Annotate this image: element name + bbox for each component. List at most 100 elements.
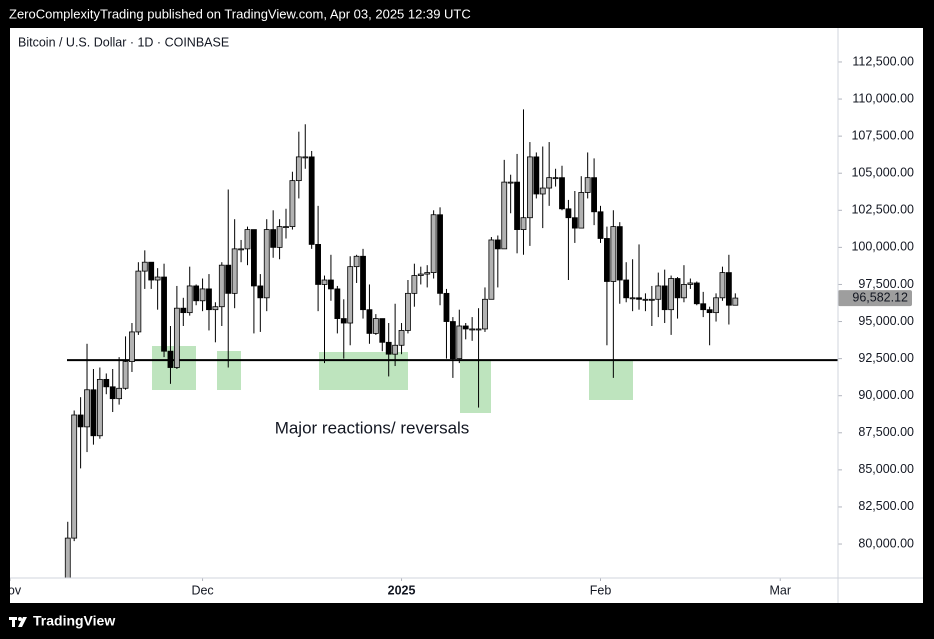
x-tick-label: 2025	[388, 583, 416, 597]
y-tick-label: 102,500.00	[851, 203, 914, 217]
candle-body	[533, 156, 540, 195]
logo-part	[18, 617, 22, 621]
x-tick-label: Feb	[590, 583, 612, 597]
candle-body	[552, 177, 559, 180]
candle-body	[668, 278, 675, 311]
candle-body	[148, 261, 155, 281]
candle-body	[648, 298, 655, 301]
y-tick-label: 97,500.00	[858, 277, 914, 291]
candle-body	[456, 325, 463, 360]
candle-body	[507, 181, 514, 184]
candle-body	[109, 386, 116, 400]
zone	[217, 351, 241, 390]
candle-body	[379, 318, 386, 343]
candle-body	[334, 288, 341, 319]
candle-body	[64, 537, 71, 578]
y-tick-label: 100,000.00	[851, 240, 914, 254]
candle-body	[655, 285, 662, 300]
candle-body	[96, 378, 103, 437]
candle-body	[270, 229, 277, 248]
zone	[589, 360, 633, 400]
candle-body	[231, 248, 238, 294]
candle-body	[443, 292, 450, 322]
candle-body	[449, 321, 456, 360]
plot	[64, 109, 838, 578]
candle-body	[610, 226, 617, 282]
candle-body	[725, 272, 732, 306]
candle-body	[693, 282, 700, 305]
candle-body	[501, 181, 508, 250]
y-tick-label: 85,000.00	[858, 462, 914, 476]
candle-body	[616, 226, 623, 281]
candle-body	[154, 276, 161, 281]
candle-body	[475, 328, 482, 331]
candle-body	[193, 285, 200, 302]
candle-body	[251, 229, 257, 287]
candle-body	[340, 318, 347, 324]
candle-body	[681, 284, 687, 299]
candle-body	[488, 239, 495, 300]
y-tick-label: 110,000.00	[852, 91, 914, 105]
candle-body	[520, 217, 527, 230]
chart-panel	[10, 28, 923, 603]
candle-body	[411, 275, 418, 294]
candle-body	[687, 282, 694, 285]
candle-body	[539, 187, 546, 195]
candle-body	[719, 272, 726, 299]
y-tick-label: 95,000.00	[858, 314, 914, 328]
candle-body	[167, 350, 174, 368]
candle-body	[546, 177, 553, 189]
candle-body	[417, 273, 424, 276]
candle-body	[122, 361, 129, 389]
y-tick-label: 112,500.00	[852, 54, 914, 68]
price-axis: 80,000.00 82,500.00 85,000.00 87,500.00 90,0…	[838, 54, 914, 550]
candle-body	[161, 276, 167, 352]
candle-body	[302, 156, 309, 159]
zone	[460, 360, 491, 413]
candle-body	[527, 156, 533, 219]
candle-body	[360, 255, 366, 311]
candle-body	[238, 248, 244, 251]
candle-body	[77, 414, 84, 428]
candle-body	[71, 414, 78, 539]
y-tick-label: 107,500.00	[851, 128, 914, 142]
candle-body	[430, 214, 437, 273]
candle-body	[135, 270, 142, 333]
candle-body	[225, 264, 232, 294]
logo-part	[18, 617, 27, 627]
candle-body	[263, 229, 270, 299]
y-tick-label: 87,500.00	[858, 425, 914, 439]
candle-body	[173, 307, 180, 368]
footer-brand: TradingView	[33, 613, 115, 629]
candle-body	[199, 288, 206, 302]
candle-body	[565, 208, 572, 219]
candle-body	[623, 279, 630, 299]
candle-body	[405, 292, 411, 331]
candle-body	[713, 297, 719, 314]
candle-body	[674, 278, 681, 299]
candle-body	[385, 341, 392, 355]
candle-body	[321, 279, 328, 285]
candle-body	[424, 272, 431, 275]
candle-body	[116, 387, 123, 400]
candle-body	[257, 285, 264, 299]
candle-body	[398, 330, 405, 346]
y-tick-label: 90,000.00	[858, 388, 914, 402]
candle-body	[347, 266, 354, 324]
y-tick-label: 105,000.00	[851, 166, 914, 180]
candle-body	[180, 307, 187, 314]
last-price-box	[838, 290, 912, 307]
candle-body	[129, 331, 135, 362]
candle-body	[732, 297, 739, 306]
candle-body	[90, 389, 97, 437]
x-tick-label: Mar	[769, 583, 791, 597]
candle-body	[103, 378, 110, 388]
y-tick-label: 82,500.00	[858, 499, 914, 513]
zone	[319, 352, 408, 390]
candle-body	[591, 177, 597, 213]
x-tick-label: Dec	[191, 583, 213, 597]
candle-body	[571, 217, 578, 229]
candle-body	[597, 211, 604, 239]
candle-body	[276, 226, 283, 248]
